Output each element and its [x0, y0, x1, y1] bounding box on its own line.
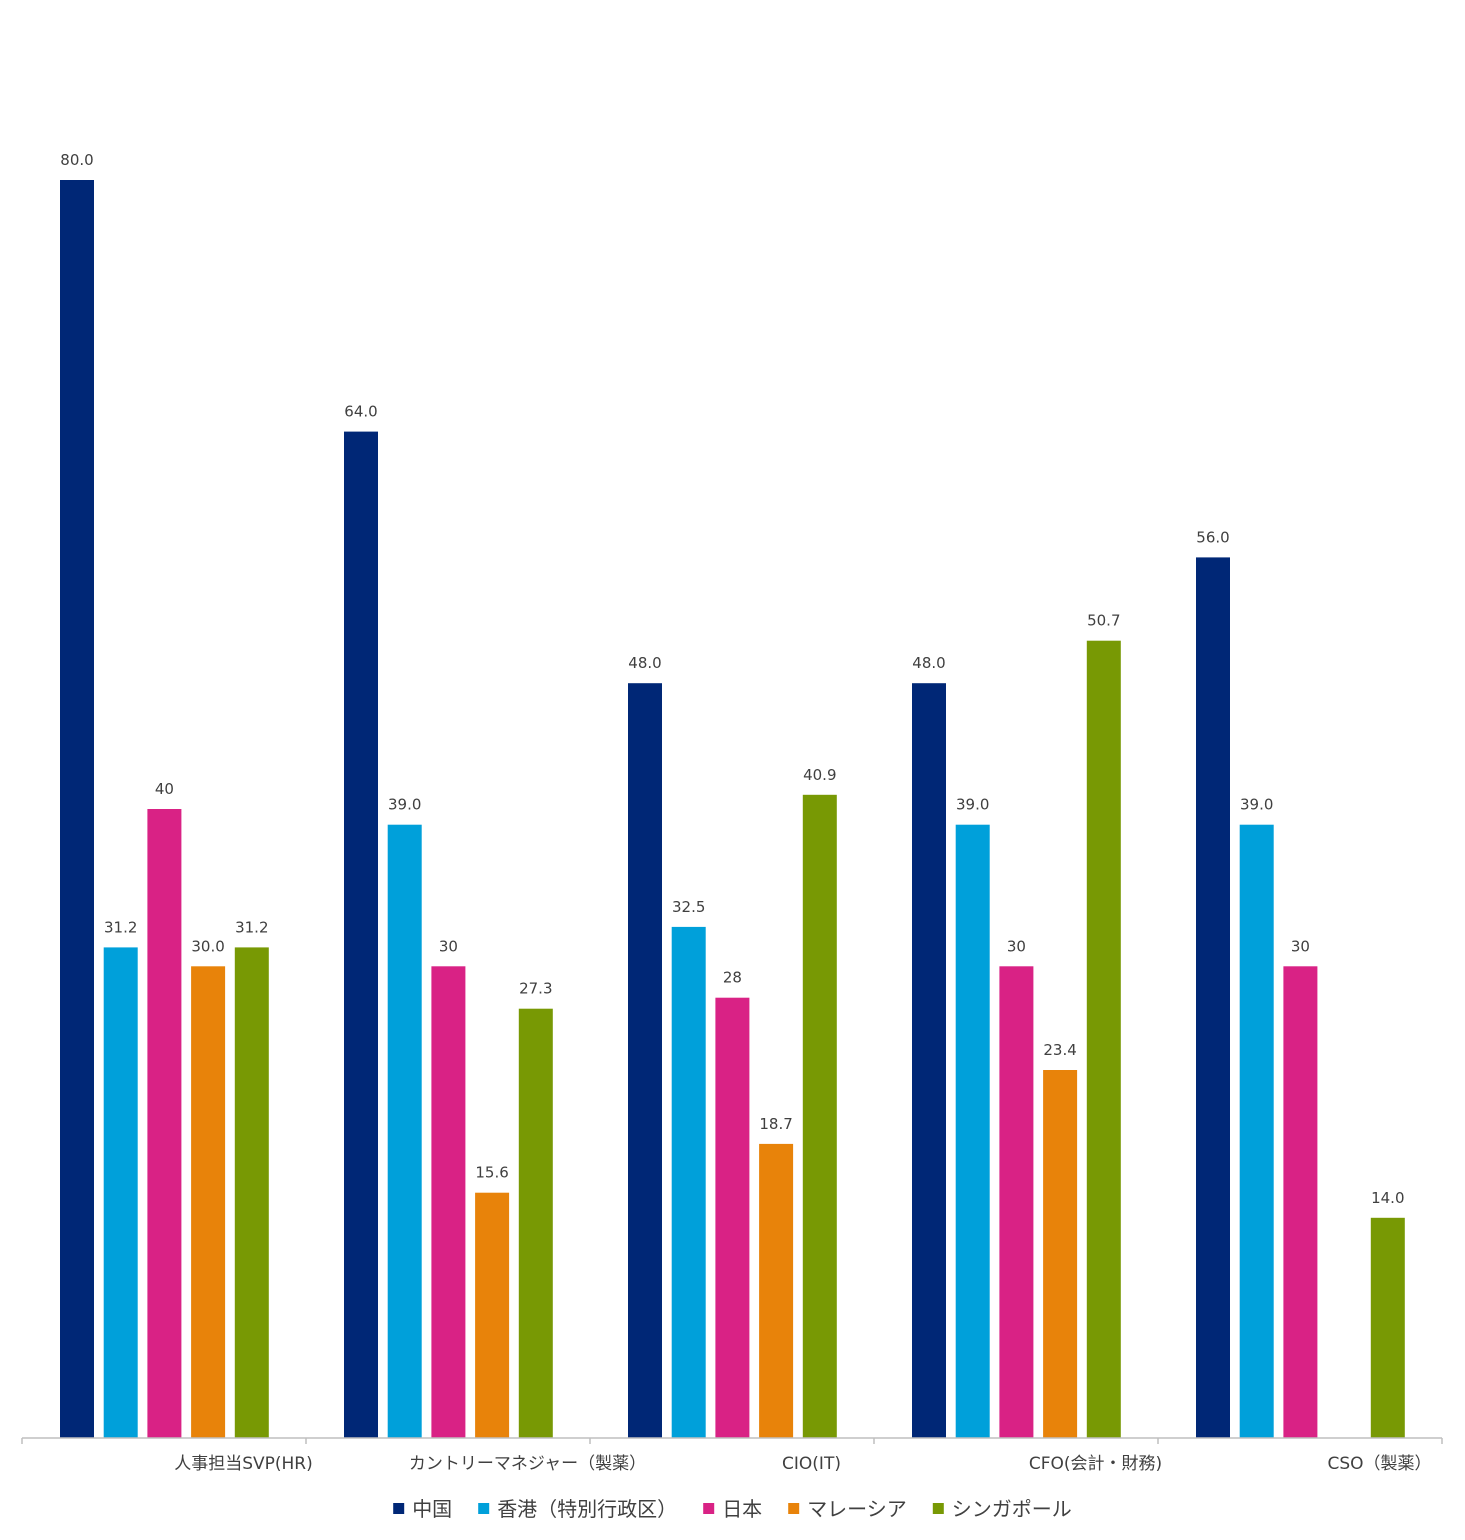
legend-label: 香港（特別行政区） [497, 1497, 677, 1521]
legend-swatch [393, 1503, 405, 1514]
data-label-1-4: 27.3 [519, 980, 552, 998]
data-label-2-1: 32.5 [672, 898, 705, 916]
legend-label: シンガポール [952, 1497, 1072, 1521]
data-label-2-3: 18.7 [759, 1115, 792, 1133]
bar-1-4 [518, 1008, 553, 1438]
data-label-0-4: 31.2 [235, 918, 268, 936]
value-labels-group: 80.0 31.2 40 30.0 31.2 64.0 39.0 30 15.6 27.3 48.0… [60, 151, 1404, 1207]
category-labels-group: 人事担当SVP(HR) カントリーマネジャー（製薬） CIO(IT) CFO(会計・財… [174, 1454, 1431, 1474]
bar-3-0 [912, 683, 946, 1438]
bar-4-0 [1196, 557, 1230, 1438]
category-label: CFO(会計・財務) [1029, 1454, 1162, 1474]
bar-3-2 [999, 966, 1034, 1439]
data-label-3-0: 48.0 [912, 654, 945, 672]
category-label: 人事担当SVP(HR) [174, 1454, 313, 1474]
bar-2-1 [671, 926, 706, 1438]
data-label-0-3: 30.0 [191, 937, 224, 955]
data-label-4-1: 39.0 [1240, 796, 1273, 814]
legend: 中国 香港（特別行政区） 日本 マレーシア シンガポール [393, 1497, 1072, 1521]
legend-label: 日本 [722, 1497, 762, 1521]
data-label-1-3: 15.6 [475, 1164, 508, 1182]
bar-2-3 [759, 1143, 794, 1438]
bar-0-0 [60, 180, 94, 1438]
legend-swatch [703, 1503, 715, 1514]
bar-0-4 [234, 947, 269, 1438]
bar-1-3 [475, 1192, 510, 1438]
data-label-1-1: 39.0 [388, 796, 421, 814]
legend-swatch [932, 1503, 944, 1514]
bar-4-4 [1370, 1217, 1405, 1438]
bar-3-4 [1086, 640, 1121, 1438]
data-label-2-2: 28 [723, 969, 742, 987]
bar-0-2 [147, 809, 182, 1438]
bar-0-1 [103, 947, 138, 1438]
data-label-0-0: 80.0 [60, 151, 93, 169]
data-label-3-2: 30 [1007, 937, 1026, 955]
data-label-0-2: 40 [155, 780, 174, 798]
bar-4-2 [1283, 966, 1318, 1439]
legend-label: 中国 [412, 1497, 452, 1521]
data-label-3-4: 50.7 [1087, 612, 1120, 630]
bar-1-0 [344, 431, 378, 1439]
bar-2-4 [802, 794, 837, 1438]
legend-label: マレーシア [807, 1497, 907, 1521]
data-label-4-0: 56.0 [1196, 528, 1229, 546]
data-label-3-3: 23.4 [1043, 1041, 1076, 1059]
data-label-4-4: 14.0 [1371, 1189, 1404, 1207]
bar-4-1 [1239, 824, 1274, 1438]
bar-0-3 [191, 966, 226, 1439]
data-label-2-4: 40.9 [803, 766, 836, 784]
bar-1-1 [387, 824, 422, 1438]
bar-3-1 [955, 824, 990, 1438]
data-label-1-0: 64.0 [344, 403, 377, 421]
data-label-0-1: 31.2 [104, 918, 137, 936]
category-label: カントリーマネジャー（製薬） [409, 1454, 646, 1474]
data-label-2-0: 48.0 [628, 654, 661, 672]
bar-2-0 [628, 683, 662, 1438]
legend-swatch [788, 1503, 800, 1514]
x-axis-ticks [21, 1438, 1443, 1444]
bar-1-2 [431, 966, 466, 1439]
bars-group [60, 180, 1405, 1439]
bar-3-3 [1043, 1070, 1078, 1438]
bar-2-2 [715, 997, 750, 1438]
legend-swatch [478, 1503, 490, 1514]
category-label: CSO（製薬） [1327, 1454, 1431, 1474]
data-label-3-1: 39.0 [956, 796, 989, 814]
data-label-4-2: 30 [1291, 937, 1310, 955]
category-label: CIO(IT) [782, 1454, 841, 1474]
data-label-1-2: 30 [439, 937, 458, 955]
